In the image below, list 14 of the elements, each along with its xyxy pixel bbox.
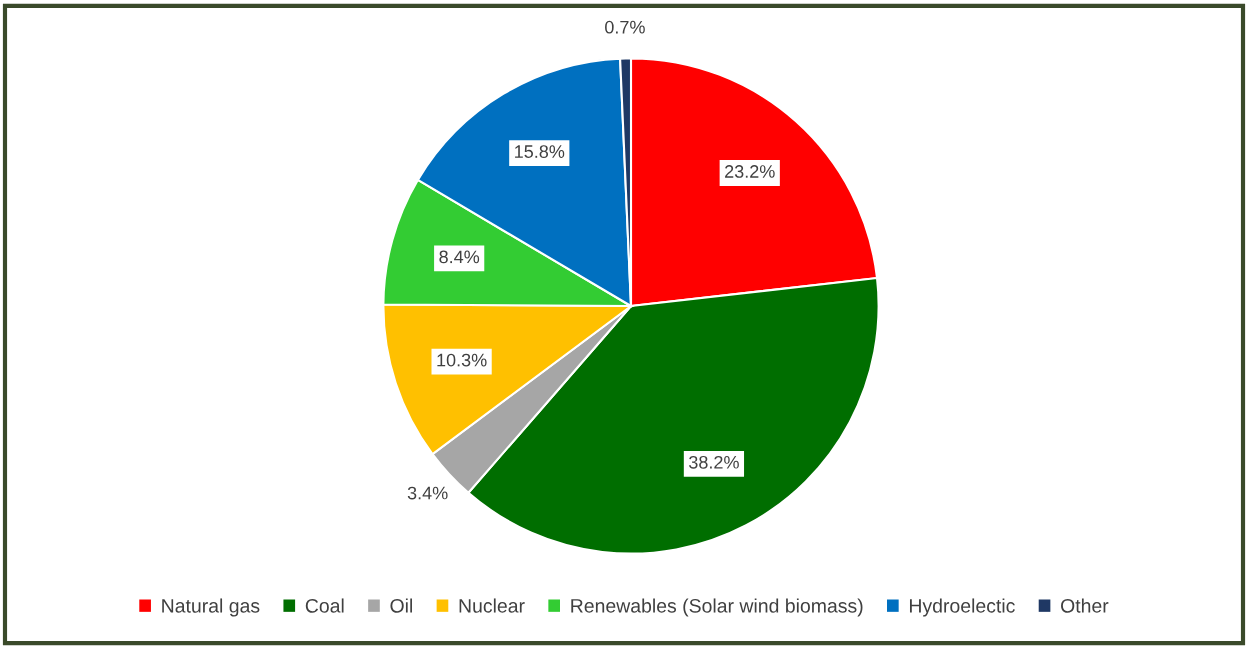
legend-label: Renewables (Solar wind biomass) <box>571 598 863 617</box>
legend-label: Natural gas <box>162 598 260 617</box>
data-label: 38.2% <box>689 455 739 469</box>
legend-label: Other <box>1061 598 1109 613</box>
data-label: 8.4% <box>439 250 480 264</box>
data-label: 0.7% <box>605 20 645 34</box>
legend-label: Hydroelectic <box>909 598 1015 617</box>
legend-label: Nuclear <box>459 598 525 613</box>
legend-label: Coal <box>305 598 344 613</box>
data-label: 15.8% <box>515 145 565 158</box>
legend-label: Oil <box>390 598 412 613</box>
data-label: 3.4% <box>407 486 448 500</box>
data-label: 10.3% <box>437 353 487 367</box>
data-label: 23.2% <box>725 165 775 178</box>
